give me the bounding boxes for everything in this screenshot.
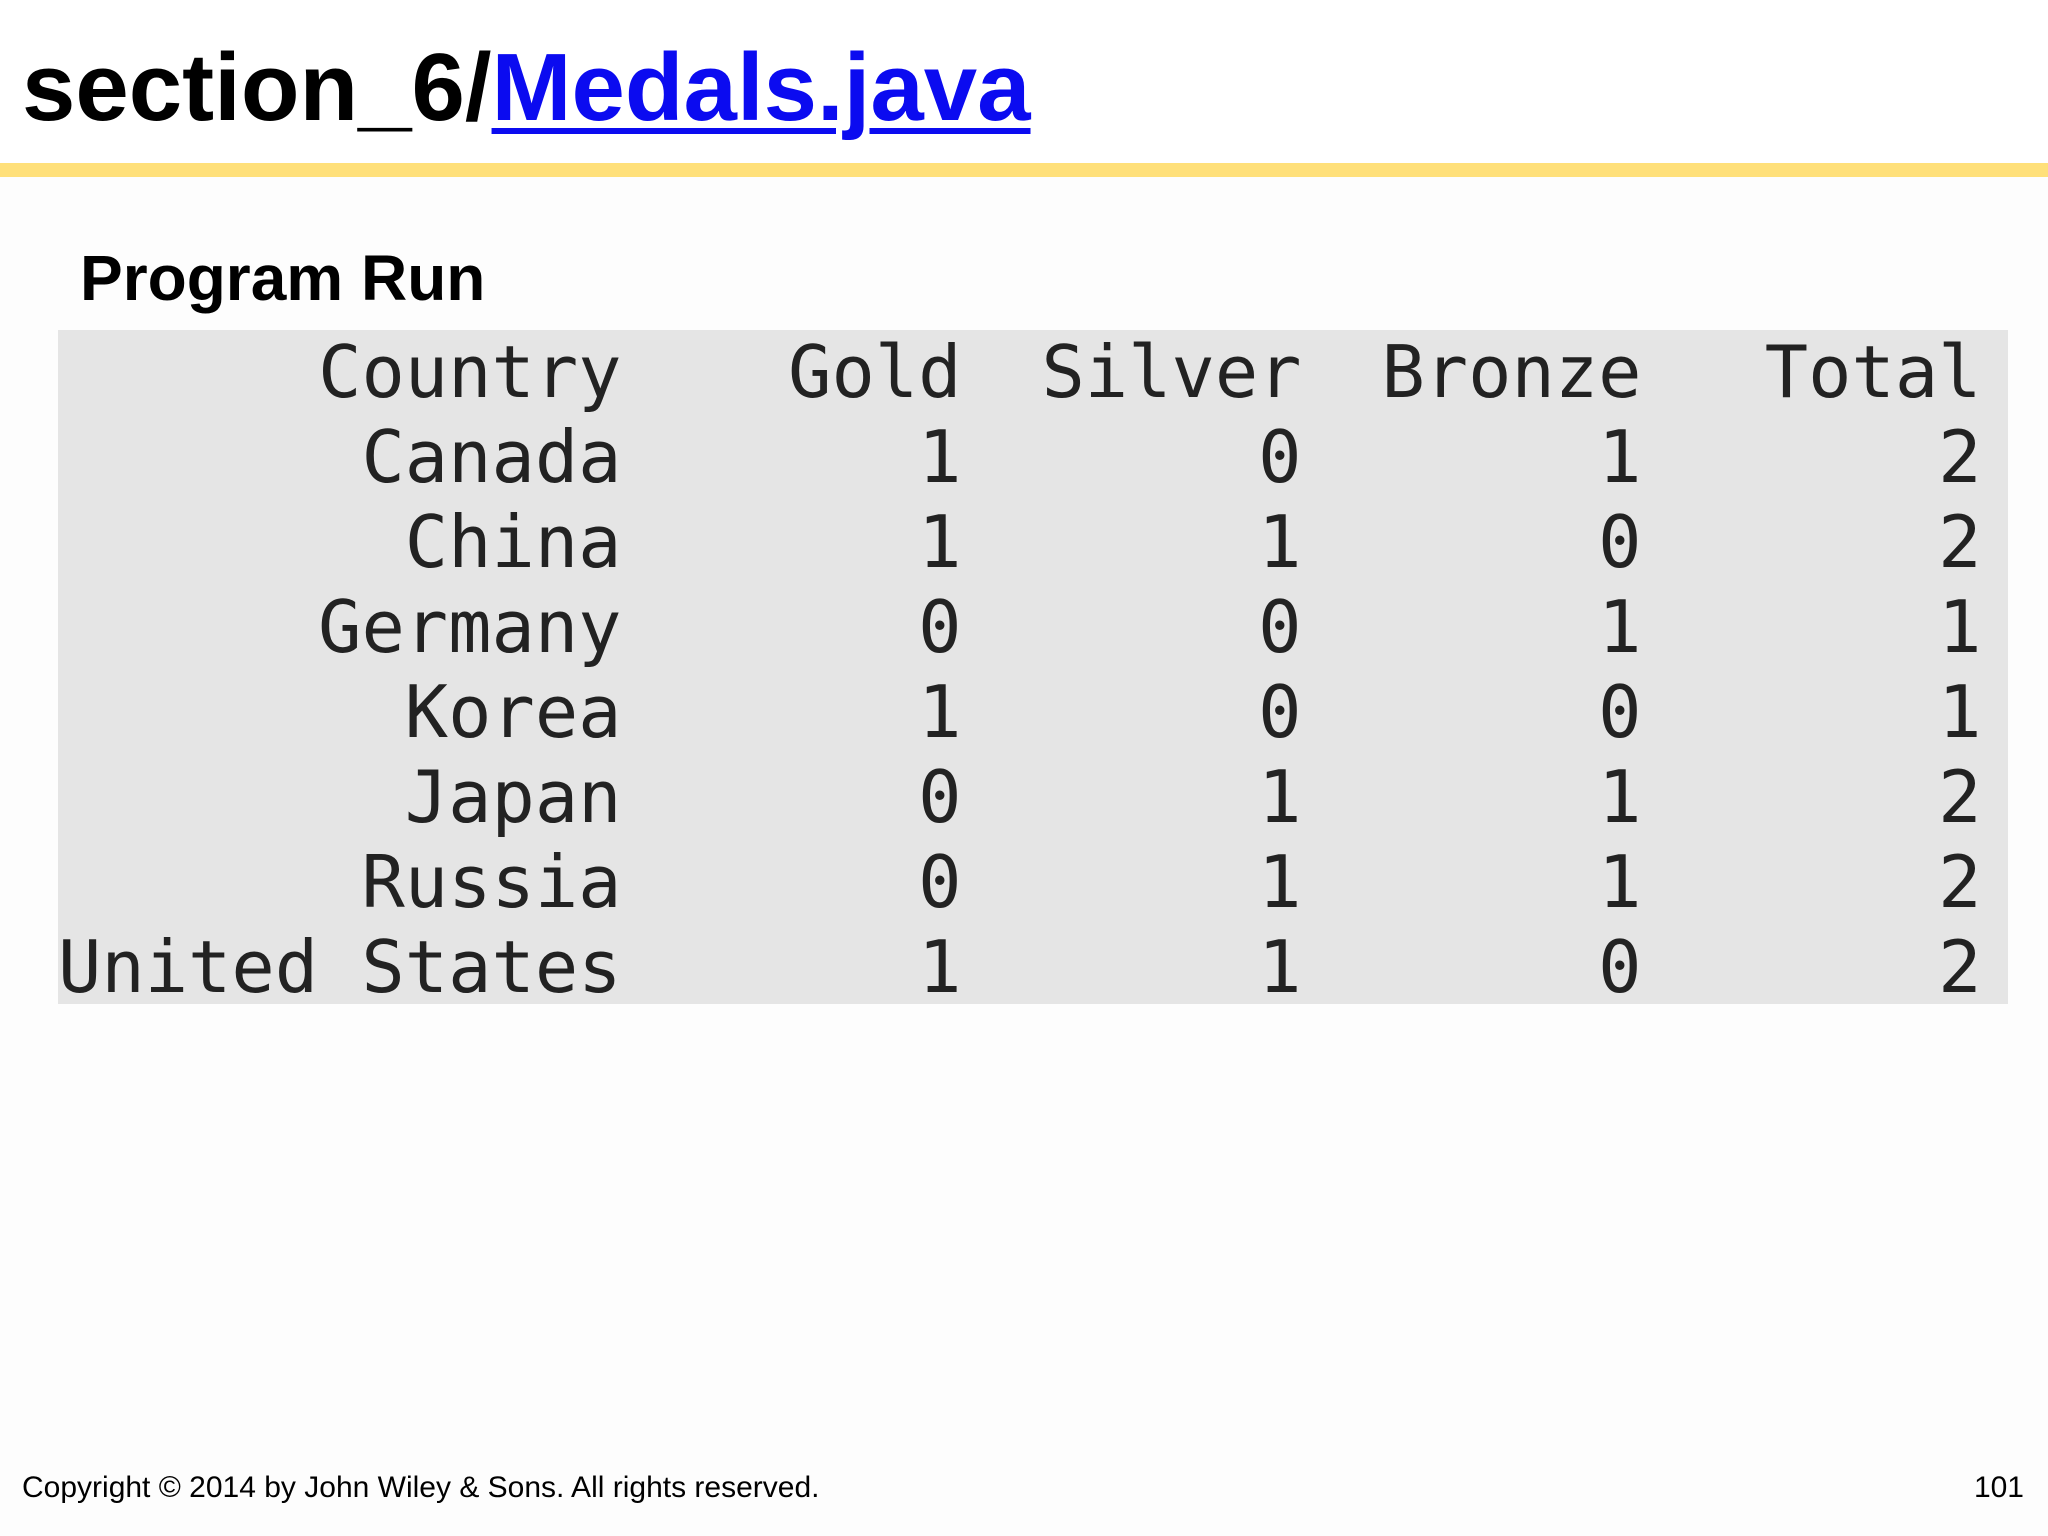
cell-silver: 1 bbox=[1258, 840, 1302, 924]
cell-gold: 0 bbox=[918, 755, 962, 839]
cell-bronze: 1 bbox=[1598, 585, 1642, 669]
cell-total: 2 bbox=[1938, 840, 1982, 924]
table-row: Russia 0 1 1 2 bbox=[58, 840, 1982, 925]
cell-total: 2 bbox=[1938, 925, 1982, 1009]
cell-total: 1 bbox=[1938, 585, 1982, 669]
cell-country: Russia bbox=[361, 840, 622, 924]
cell-bronze: 1 bbox=[1598, 415, 1642, 499]
title-underline-bar bbox=[0, 163, 2048, 177]
table-row: United States 1 1 0 2 bbox=[58, 925, 1982, 1010]
table-row: Korea 1 0 0 1 bbox=[58, 670, 1982, 755]
cell-gold: 1 bbox=[918, 415, 962, 499]
cell-gold: 1 bbox=[918, 500, 962, 584]
cell-gold: 1 bbox=[918, 670, 962, 754]
header-country: Country bbox=[318, 330, 622, 414]
console-output: Country Gold Silver Bronze Total Canada … bbox=[58, 330, 2008, 1009]
cell-country: United States bbox=[58, 925, 622, 1009]
cell-country: Korea bbox=[404, 670, 622, 754]
cell-silver: 1 bbox=[1258, 755, 1302, 839]
cell-country: Japan bbox=[404, 755, 622, 839]
table-header-row: Country Gold Silver Bronze Total bbox=[58, 330, 1982, 415]
program-run-heading: Program Run bbox=[80, 242, 486, 314]
table-row: Japan 0 1 1 2 bbox=[58, 755, 1982, 840]
cell-silver: 0 bbox=[1258, 415, 1302, 499]
cell-country: China bbox=[404, 500, 622, 584]
medals-java-link[interactable]: Medals.java bbox=[491, 34, 1031, 141]
table-row: Canada 1 0 1 2 bbox=[58, 415, 1982, 500]
cell-silver: 0 bbox=[1258, 585, 1302, 669]
table-row: Germany 0 0 1 1 bbox=[58, 585, 1982, 670]
cell-bronze: 1 bbox=[1598, 840, 1642, 924]
cell-bronze: 1 bbox=[1598, 755, 1642, 839]
header-total: Total bbox=[1764, 330, 1982, 414]
copyright-notice: Copyright © 2014 by John Wiley & Sons. A… bbox=[22, 1471, 820, 1504]
cell-total: 2 bbox=[1938, 415, 1982, 499]
cell-country: Canada bbox=[361, 415, 622, 499]
header-gold: Gold bbox=[788, 330, 962, 414]
cell-bronze: 0 bbox=[1598, 670, 1642, 754]
cell-bronze: 0 bbox=[1598, 500, 1642, 584]
cell-bronze: 0 bbox=[1598, 925, 1642, 1009]
cell-gold: 0 bbox=[918, 840, 962, 924]
cell-total: 2 bbox=[1938, 755, 1982, 839]
cell-gold: 0 bbox=[918, 585, 962, 669]
page-number: 101 bbox=[1973, 1471, 2024, 1504]
header-silver: Silver bbox=[1041, 330, 1302, 414]
cell-total: 1 bbox=[1938, 670, 1982, 754]
cell-silver: 0 bbox=[1258, 670, 1302, 754]
medal-table: Country Gold Silver Bronze Total Canada … bbox=[58, 330, 1982, 1010]
cell-country: Germany bbox=[318, 585, 622, 669]
cell-total: 2 bbox=[1938, 500, 1982, 584]
cell-silver: 1 bbox=[1258, 500, 1302, 584]
cell-gold: 1 bbox=[918, 925, 962, 1009]
slide-title: section_6/Medals.java bbox=[22, 28, 1031, 148]
header-bronze: Bronze bbox=[1381, 330, 1642, 414]
cell-silver: 1 bbox=[1258, 925, 1302, 1009]
title-prefix: section_6/ bbox=[22, 34, 492, 141]
table-row: China 1 1 0 2 bbox=[58, 500, 1982, 585]
